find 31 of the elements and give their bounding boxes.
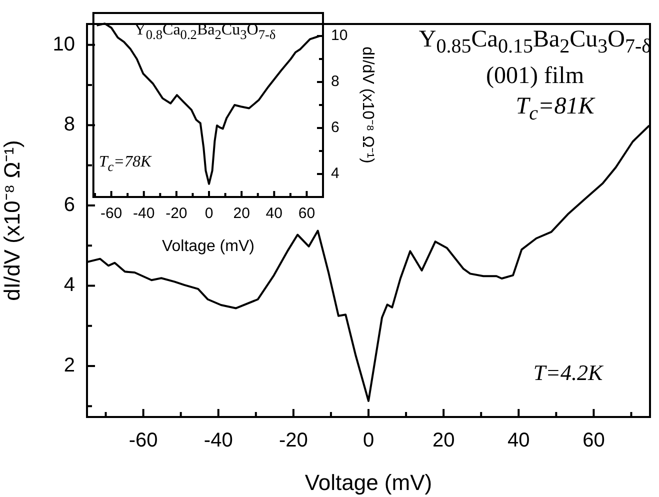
x-tick-label: -20	[278, 430, 308, 452]
annotation: (001) film	[486, 63, 584, 89]
annotation: T$_{c}$=78K	[98, 154, 152, 174]
y-tick-label: 6	[64, 194, 75, 216]
y-tick-label: 2	[64, 354, 75, 377]
x-axis-title: Voltage (mV)	[304, 470, 432, 495]
x-tick-label: 40	[508, 430, 530, 452]
y2-tick-label: 10	[331, 27, 348, 44]
x-tick-label: 20	[233, 205, 250, 222]
x-tick-label: 20	[432, 430, 455, 452]
x-tick-label: -40	[204, 430, 233, 452]
x-tick-label: 0	[362, 430, 374, 452]
y-tick-label: 4	[64, 274, 75, 296]
y2-tick-label: 6	[331, 119, 340, 136]
annotation: T$_{c}$=81K	[516, 94, 594, 124]
x-tick-label: 0	[204, 205, 214, 222]
x-axis-title: Voltage (mV)	[162, 238, 254, 255]
y2-tick-label: 4	[331, 165, 340, 182]
x-tick-label: 40	[266, 205, 282, 222]
y2-axis-title: dI/dV (x10⁻⁸ Ω⁻¹)	[358, 46, 376, 164]
y-tick-label: 10	[52, 33, 75, 56]
x-tick-label: -20	[166, 205, 188, 222]
annotation: T=4.2K	[533, 360, 603, 385]
x-tick-label: -60	[128, 430, 158, 452]
x-tick-label: 60	[582, 430, 605, 452]
y2-tick-label: 8	[331, 73, 340, 90]
y-axis-title: dI/dV (x10⁻⁸ Ω⁻¹)	[0, 140, 24, 301]
x-tick-label: -40	[133, 205, 155, 222]
x-tick-label: 60	[298, 205, 316, 222]
x-tick-label: -60	[100, 205, 122, 222]
y-tick-label: 8	[64, 114, 75, 136]
